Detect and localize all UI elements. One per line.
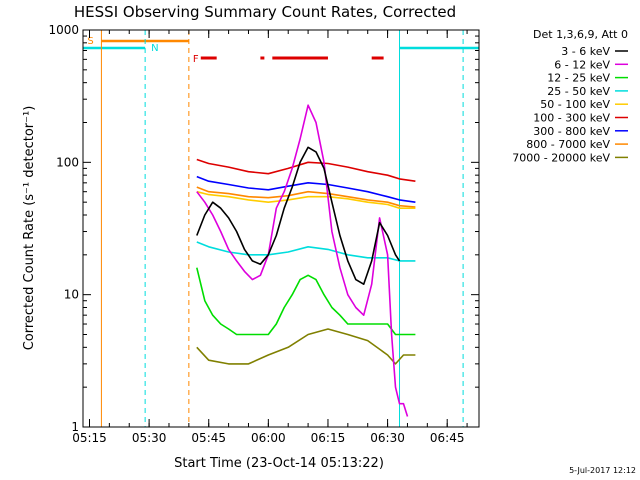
flare-flag-label: F xyxy=(193,54,199,65)
s-state-label: S xyxy=(87,36,93,47)
legend-entry-label: 100 - 300 keV xyxy=(533,112,610,125)
x-axis: 05:15 05:30 05:45 06:00 06:15 06:30 06:45 xyxy=(72,30,468,445)
y-axis-label: Corrected Count Rate (s⁻¹ detector⁻¹) xyxy=(22,106,37,351)
series-line xyxy=(196,158,416,182)
plot-frame xyxy=(82,29,480,428)
legend-title: Det 1,3,6,9, Att 0 xyxy=(533,28,628,41)
y-tick-label: 10 xyxy=(64,288,79,302)
series-line xyxy=(196,190,416,209)
legend-entry-label: 50 - 100 keV xyxy=(540,98,610,111)
n-state-label: N xyxy=(151,43,158,54)
timestamp: 5-Jul-2017 12:12 xyxy=(569,466,636,475)
y-tick-label: 1000 xyxy=(48,23,79,37)
legend-entry-label: 800 - 7000 keV xyxy=(526,138,610,151)
x-tick-label: 06:45 xyxy=(430,431,465,445)
series-line xyxy=(196,175,416,203)
series-line xyxy=(196,267,416,336)
series-line xyxy=(196,146,401,286)
legend-entry-label: 7000 - 20000 keV xyxy=(512,151,610,164)
y-tick-label: 100 xyxy=(56,155,79,169)
legend-entry-label: 3 - 6 keV xyxy=(561,45,610,58)
series-line xyxy=(196,186,416,208)
x-tick-label: 06:30 xyxy=(370,431,405,445)
plot-area: S N F xyxy=(83,30,479,427)
x-tick-label: 06:00 xyxy=(251,431,286,445)
y-axis: 1 10 100 1000 xyxy=(48,23,479,434)
y-tick-label: 1 xyxy=(71,420,79,434)
legend-entry-label: 12 - 25 keV xyxy=(547,72,610,85)
legend-entry-label: 300 - 800 keV xyxy=(533,125,610,138)
x-axis-label: Start Time (23-Oct-14 05:13:22) xyxy=(174,456,384,471)
chart-title: HESSI Observing Summary Count Rates, Cor… xyxy=(74,3,456,21)
x-tick-label: 05:30 xyxy=(132,431,167,445)
legend-entry-label: 6 - 12 keV xyxy=(554,58,610,71)
legend-entry-label: 25 - 50 keV xyxy=(547,85,610,98)
x-tick-label: 05:45 xyxy=(191,431,226,445)
series-line xyxy=(196,104,409,417)
x-tick-label: 05:15 xyxy=(72,431,107,445)
x-tick-label: 06:15 xyxy=(311,431,346,445)
